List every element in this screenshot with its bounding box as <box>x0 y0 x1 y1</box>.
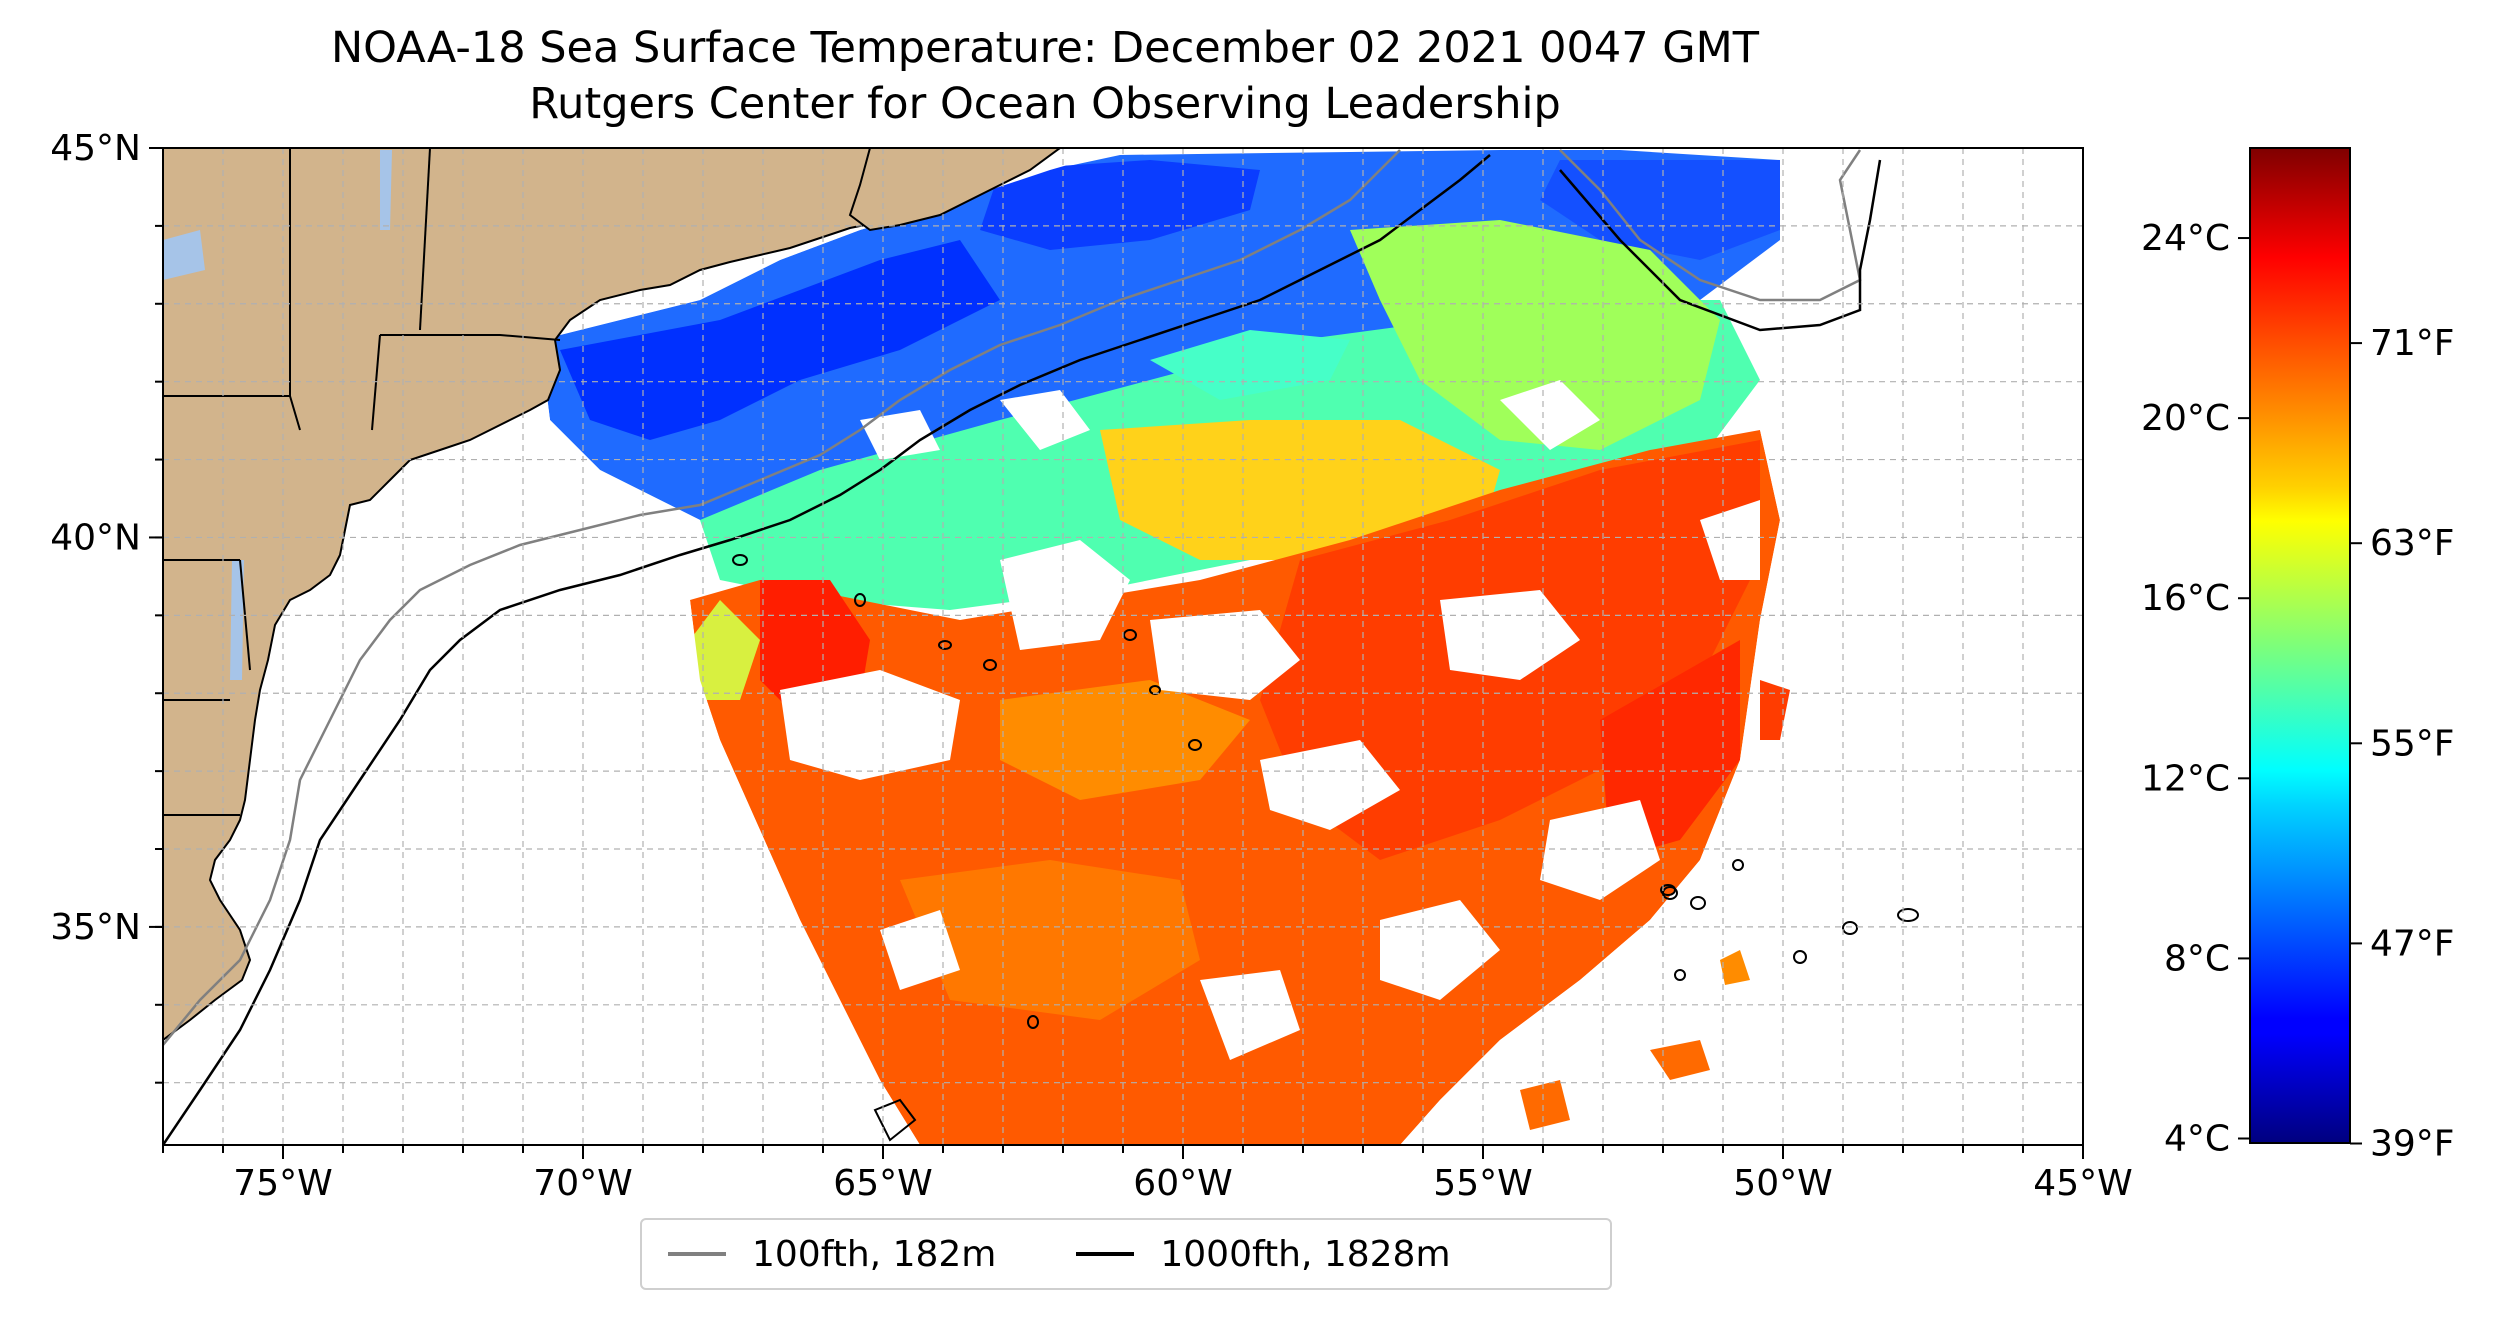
fahrenheit-tick-label: 63°F <box>2370 523 2455 564</box>
land-nova-scotia <box>848 148 1062 232</box>
celsius-tick-label: 4°C <box>2164 1118 2230 1159</box>
lat-tick-label: 40°N <box>50 517 141 558</box>
fahrenheit-tick-label: 71°F <box>2370 323 2455 364</box>
legend-label-1000fth: 1000fth, 1828m <box>1160 1233 1451 1275</box>
celsius-tick-label: 8°C <box>2164 938 2230 979</box>
lon-tick-label: 50°W <box>1733 1163 1832 1204</box>
fahrenheit-tick-label: 47°F <box>2370 923 2455 964</box>
chesapeake-bay <box>230 560 244 680</box>
contour-1000fth <box>163 154 1882 1145</box>
celsius-tick-label: 20°C <box>2141 398 2230 439</box>
legend-entry-100fth: 100fth, 182m <box>668 1234 996 1275</box>
legend: 100fth, 182m 1000fth, 1828m <box>640 1218 1612 1290</box>
lon-tick-label: 55°W <box>1433 1163 1532 1204</box>
lon-tick-label: 70°W <box>533 1163 632 1204</box>
legend-label-100fth: 100fth, 182m <box>752 1233 997 1275</box>
latitude-axis: 45°N 40°N 35°N <box>50 128 163 1084</box>
legend-entry-1000fth: 1000fth, 1828m <box>1076 1233 1451 1275</box>
fahrenheit-tick-label: 39°F <box>2370 1124 2455 1165</box>
celsius-tick-label: 12°C <box>2141 758 2230 799</box>
land-masses <box>163 148 1062 1042</box>
gridlines <box>163 148 2083 1145</box>
swath-mask <box>163 148 2083 1145</box>
colorbar-fahrenheit-axis: 39°F 47°F 55°F 63°F 71°F <box>2350 323 2455 1165</box>
fahrenheit-tick-label: 55°F <box>2370 723 2455 764</box>
map-subtitle: Rutgers Center for Ocean Observing Leade… <box>529 79 1561 129</box>
lon-tick-label: 60°W <box>1133 1163 1232 1204</box>
celsius-tick-label: 16°C <box>2141 578 2230 619</box>
cloud-gaps <box>780 380 1760 1060</box>
colorbar-celsius-axis: 4°C 8°C 12°C 16°C 20°C 24°C <box>2141 218 2250 1159</box>
lon-tick-label: 45°W <box>2033 1163 2132 1204</box>
seamount-contours <box>732 554 1919 1142</box>
colorbar <box>2249 147 2351 1144</box>
lon-tick-label: 65°W <box>833 1163 932 1204</box>
lat-tick-label: 45°N <box>50 128 141 169</box>
lake-champlain <box>380 150 392 230</box>
contour-100fth <box>163 149 1862 1046</box>
lat-tick-label: 35°N <box>50 907 141 948</box>
legend-line-1000fth <box>1076 1252 1135 1256</box>
lon-tick-label: 75°W <box>233 1163 332 1204</box>
legend-line-100fth <box>668 1252 726 1256</box>
map-title: NOAA-18 Sea Surface Temperature: Decembe… <box>331 23 1759 73</box>
celsius-tick-label: 24°C <box>2141 218 2230 259</box>
land-north-america <box>163 148 1062 1042</box>
lake-ontario-edge <box>163 230 205 280</box>
longitude-axis: 75°W 70°W 65°W 60°W 55°W 50°W 45°W <box>162 1145 2133 1204</box>
